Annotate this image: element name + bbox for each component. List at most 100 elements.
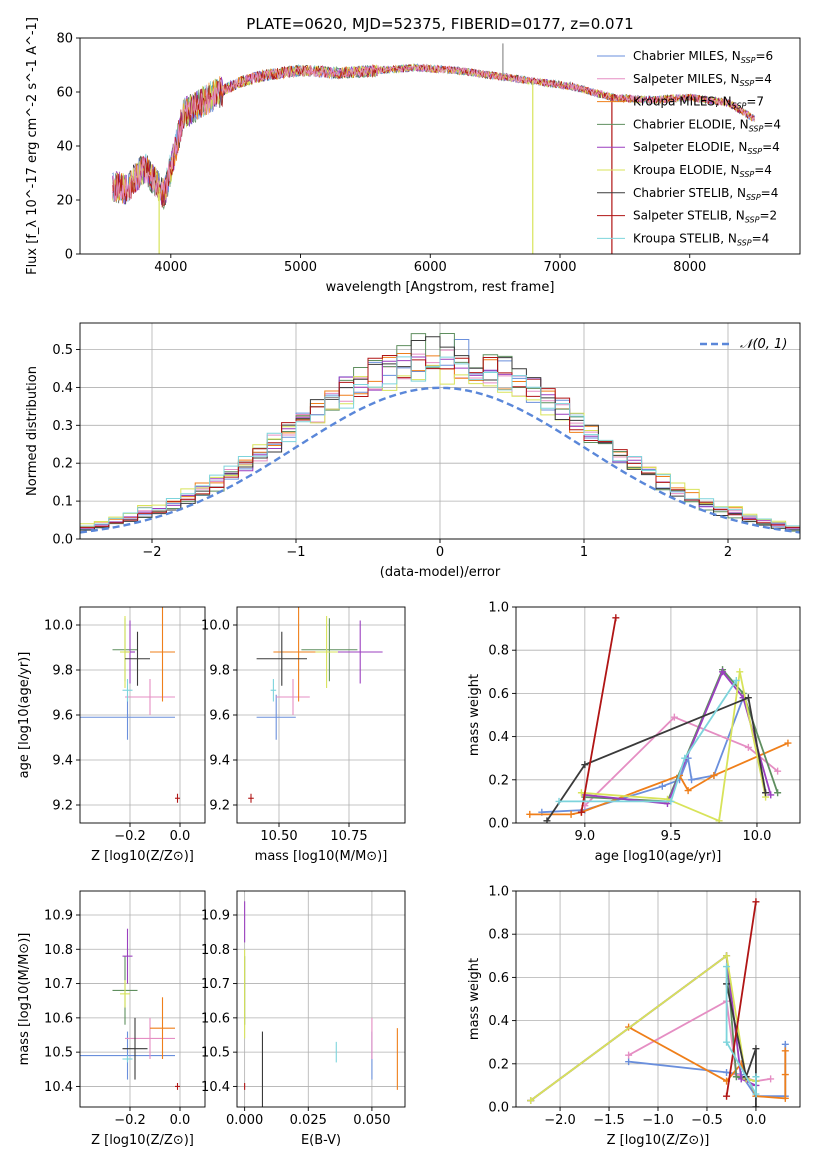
y-tick-label: 10.5 <box>201 1046 230 1061</box>
series-marker <box>744 743 752 751</box>
y-tick-label: 1.0 <box>488 601 509 616</box>
y-tick-label: 10.7 <box>201 977 230 992</box>
legend-entry: Salpeter ELODIE, NSSP=4 <box>633 140 780 156</box>
legend-entry: Kroupa MILES, NSSP=7 <box>633 95 764 111</box>
x-tick-label: 6000 <box>414 260 447 275</box>
series-marker <box>723 1092 731 1100</box>
series-line <box>529 742 789 816</box>
series-marker <box>723 963 731 971</box>
y-axis-label: mass weight <box>467 958 482 1040</box>
plot-area <box>527 898 789 1107</box>
series-marker <box>719 668 727 676</box>
y-tick-label: 60 <box>56 86 73 101</box>
series-marker <box>684 787 692 795</box>
legend-entry: Chabrier STELIB, NSSP=4 <box>633 186 778 202</box>
y-tick-label: 80 <box>56 32 73 47</box>
x-tick-label: −1.0 <box>642 1113 674 1128</box>
x-axis-label: E(B-V) <box>301 1133 341 1148</box>
y-tick-label: 1.0 <box>488 885 509 900</box>
series-line <box>725 966 757 1098</box>
series-marker <box>732 1073 740 1081</box>
series-marker <box>752 1090 760 1098</box>
panel-weight-vs-age: 9.0 9.5 10.0 0.0 0.2 0.4 0.6 0.8 1.0 age [log10(a… <box>467 601 801 864</box>
x-tick-label: 2 <box>724 545 732 560</box>
chart-panels: Chabrier MILES, NSSP=6 Salpeter MILES, NS… <box>17 17 801 1148</box>
series-marker <box>752 1045 760 1053</box>
series-marker <box>715 817 723 823</box>
panel-weight-vs-Z: −2.0 −1.5 −1.0 −0.5 0.0 0.0 0.2 0.4 0.6 0.8 1.0 Z [… <box>467 885 801 1148</box>
y-tick-label: 0.4 <box>52 381 73 396</box>
series-marker <box>681 754 689 762</box>
figure-title: PLATE=0620, MJD=52375, FIBERID=0177, z=0… <box>246 15 633 33</box>
legend-entry: Chabrier ELODIE, NSSP=4 <box>633 117 781 133</box>
panel-mass-vs-Z: −0.2 0.0 10.4 10.5 10.6 10.7 10.8 10.9 Z [log10(… <box>17 890 206 1148</box>
y-tick-label: 10.0 <box>201 619 230 634</box>
y-tick-label: 10.4 <box>201 1080 230 1095</box>
x-axis-label: Z [log10(Z/Z⊙)] <box>607 1133 710 1148</box>
legend-entry: Kroupa ELODIE, NSSP=4 <box>633 163 772 179</box>
y-tick-label: 10.4 <box>44 1080 73 1095</box>
series-line <box>584 716 779 807</box>
series-marker <box>736 668 744 676</box>
y-tick-label: 10.7 <box>44 977 73 992</box>
plot-area <box>526 614 792 823</box>
series-marker <box>526 810 534 818</box>
plot-area <box>244 901 398 1107</box>
y-tick-label: 9.2 <box>209 799 230 814</box>
series-marker <box>612 614 620 622</box>
y-tick-label: 0.0 <box>488 1101 509 1116</box>
x-tick-label: 9.0 <box>575 829 596 844</box>
series-marker <box>767 1075 775 1083</box>
legend-entry: Salpeter MILES, NSSP=4 <box>633 72 772 88</box>
y-axis-label: Flux [f_λ 10^-17 erg cm^-2 s^-1 A^-1] <box>25 17 40 275</box>
y-tick-label: 40 <box>56 140 73 155</box>
legend-entry: Chabrier MILES, NSSP=6 <box>633 49 773 65</box>
x-tick-label: 0.050 <box>353 1113 390 1128</box>
x-tick-label: 10.75 <box>330 829 367 844</box>
series-marker <box>625 1051 633 1059</box>
series-marker <box>527 1097 535 1105</box>
x-tick-label: −2.0 <box>544 1113 576 1128</box>
series-marker <box>781 1040 789 1048</box>
x-tick-label: 9.5 <box>661 829 682 844</box>
axes-frame <box>79 890 206 1108</box>
x-tick-label: 1 <box>580 545 588 560</box>
y-tick-label: 10.0 <box>44 619 73 634</box>
series-marker <box>762 789 770 797</box>
series-marker <box>543 817 551 823</box>
x-axis-label: wavelength [Angstrom, rest frame] <box>326 280 555 295</box>
series-marker <box>577 808 585 816</box>
axes-frame <box>515 606 801 824</box>
series-marker <box>723 1038 731 1046</box>
panel-spectrum: Chabrier MILES, NSSP=6 Salpeter MILES, NS… <box>25 17 801 295</box>
x-tick-label: 0.000 <box>226 1113 263 1128</box>
y-tick-label: 0.3 <box>52 419 73 434</box>
series-marker <box>723 1068 731 1076</box>
spectrum-line <box>112 64 755 202</box>
y-tick-label: 10.9 <box>44 909 73 924</box>
x-tick-label: 0.0 <box>170 1113 191 1128</box>
series-marker <box>781 1094 789 1102</box>
series-line <box>725 901 757 1097</box>
panel-mass-vs-EBV: 0.000 0.025 0.050 10.4 10.5 10.6 10.7 10.8 10.9 E… <box>201 890 406 1148</box>
x-tick-label: 0.0 <box>746 1113 767 1128</box>
y-tick-label: 0.6 <box>488 687 509 702</box>
panel-age-vs-mass: 10.50 10.75 9.2 9.4 9.6 9.8 10.0 mass [log10(M/… <box>201 606 406 864</box>
y-tick-label: 9.8 <box>209 664 230 679</box>
plot-area <box>80 333 800 539</box>
series-marker <box>670 713 678 721</box>
plot-area <box>112 43 755 254</box>
y-tick-label: 0.2 <box>488 1057 509 1072</box>
x-tick-label: 0.0 <box>170 829 191 844</box>
y-axis-label: Normed distribution <box>25 366 40 496</box>
series-marker <box>781 1071 789 1079</box>
series-marker <box>732 676 740 684</box>
x-tick-label: −1.5 <box>593 1113 625 1128</box>
series-marker <box>774 789 782 797</box>
series-marker <box>767 791 775 799</box>
x-tick-label: 0 <box>436 545 444 560</box>
series-marker <box>688 776 696 784</box>
legend-entry: 𝒩(0, 1) <box>740 337 787 352</box>
x-tick-label: −0.5 <box>691 1113 723 1128</box>
